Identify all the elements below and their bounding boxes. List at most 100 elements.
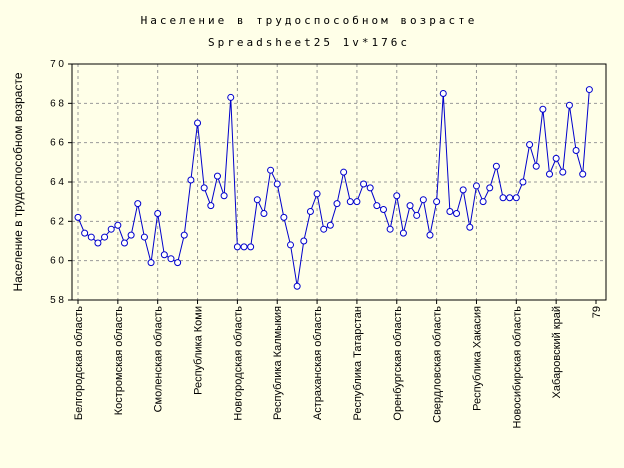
data-point <box>174 259 182 267</box>
data-point <box>220 192 228 200</box>
data-point <box>512 194 520 202</box>
data-point <box>546 170 554 178</box>
y-tick-label: 6 2 <box>50 216 64 227</box>
data-point <box>273 180 281 188</box>
y-tick-label: 6 0 <box>50 256 64 267</box>
x-tick-label: Новгородская область <box>232 306 244 421</box>
x-tick-label: Оренбургская область <box>392 306 404 421</box>
data-point <box>140 233 148 241</box>
data-point <box>506 194 514 202</box>
data-point <box>260 209 268 217</box>
data-point <box>386 225 394 233</box>
series-markers <box>74 86 593 290</box>
x-tick-label: Белгородская область <box>73 306 85 420</box>
data-point <box>399 229 407 237</box>
data-point <box>213 172 221 180</box>
data-point <box>552 154 560 162</box>
data-point <box>233 243 241 251</box>
data-point <box>406 202 414 210</box>
data-point <box>453 209 461 217</box>
x-tick-label: Республика Калмыкия <box>272 306 284 420</box>
data-point <box>433 198 441 206</box>
data-point <box>320 225 328 233</box>
data-point <box>393 192 401 200</box>
data-point <box>486 184 494 192</box>
data-point <box>340 168 348 176</box>
data-point <box>446 208 454 215</box>
x-tick-label: Республика Татарстан <box>352 306 364 421</box>
data-point <box>353 198 361 206</box>
data-point <box>419 196 427 204</box>
y-axis-label: Население в трудоспособном возрасте <box>11 72 25 291</box>
data-point <box>366 184 374 192</box>
data-point <box>87 233 95 241</box>
data-point <box>300 237 308 245</box>
data-point <box>373 202 381 210</box>
data-point <box>532 162 540 170</box>
data-point <box>160 251 168 259</box>
data-point <box>579 170 587 178</box>
x-tick-label: Республика Хакасия <box>471 306 483 411</box>
data-point <box>333 200 341 208</box>
x-tick-label: Хабаровский край <box>551 306 563 398</box>
data-point <box>519 178 527 186</box>
x-axis: Белгородская область Костромская область С… <box>73 300 603 429</box>
data-point <box>459 186 467 194</box>
data-point <box>499 194 507 202</box>
x-tick-label: Новосибирская область <box>511 306 523 429</box>
data-point <box>313 190 321 198</box>
data-point <box>492 162 500 170</box>
data-point <box>306 208 314 215</box>
x-tick-label: Костромская область <box>113 306 125 416</box>
data-point <box>120 239 128 247</box>
data-point <box>472 182 480 190</box>
data-point <box>240 243 248 251</box>
data-point <box>360 180 368 188</box>
data-point <box>413 211 421 219</box>
data-point <box>326 221 334 229</box>
x-tick-label: Смоленская область <box>153 306 165 413</box>
data-point <box>559 168 567 176</box>
data-point <box>101 233 109 241</box>
data-point <box>280 213 288 221</box>
data-point <box>81 229 89 237</box>
x-tick-label: Свердловская область <box>432 306 444 423</box>
data-point <box>127 231 135 239</box>
data-point <box>134 200 142 208</box>
x-tick-label-last: 79 <box>591 306 603 318</box>
data-point <box>187 176 195 184</box>
data-point <box>267 166 275 174</box>
chart-subtitle: Spreadsheet25 1v*176c <box>208 36 410 49</box>
data-point <box>227 93 235 101</box>
data-point <box>167 255 175 263</box>
grid-lines <box>72 64 606 300</box>
x-tick-label: Республика Коми <box>193 306 205 395</box>
x-tick-label: Астраханская область <box>312 306 324 420</box>
data-point <box>526 141 534 149</box>
data-point <box>585 86 593 94</box>
data-point <box>287 241 295 249</box>
data-point <box>466 223 474 231</box>
data-point <box>479 198 487 206</box>
data-point <box>180 231 188 239</box>
data-point <box>572 147 580 155</box>
data-point <box>539 105 547 113</box>
data-point <box>207 202 215 210</box>
y-tick-label: 6 4 <box>50 177 64 188</box>
data-point <box>74 213 82 221</box>
data-point <box>346 198 354 206</box>
data-point <box>253 196 261 204</box>
data-point <box>107 225 115 233</box>
series-line <box>77 89 590 287</box>
y-tick-label: 6 6 <box>50 138 64 149</box>
data-point <box>565 101 573 109</box>
data-point <box>439 90 447 97</box>
data-point <box>147 259 155 267</box>
y-tick-label: 6 8 <box>50 98 64 109</box>
data-point <box>293 282 301 290</box>
data-point <box>94 239 102 247</box>
data-point <box>200 184 208 192</box>
chart-title: Население в трудоспособном возрасте <box>141 14 478 27</box>
data-point <box>194 119 202 127</box>
